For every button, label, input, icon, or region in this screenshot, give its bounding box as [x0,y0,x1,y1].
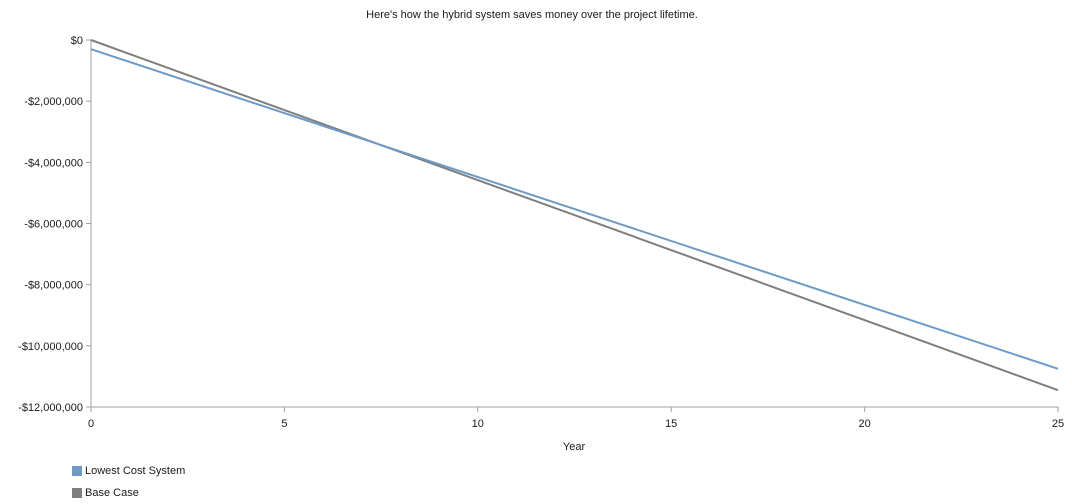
legend-swatch-base-case [72,488,82,498]
series-line-base-case [90,39,1059,392]
legend-item-lowest-cost[interactable]: Lowest Cost System [72,460,185,482]
y-tick-label: $0 [71,35,83,47]
x-tick-label: 10 [472,418,484,430]
series-line-lowest-cost [90,48,1059,370]
x-tick-label: 15 [665,418,677,430]
legend-item-base-case[interactable]: Base Case [72,482,185,504]
y-tick-label: -$8,000,000 [24,280,83,292]
legend-label-base-case: Base Case [85,487,139,499]
axes: $0 -$2,000,000 -$4,000,000 -$6,000,000 -$8,0… [18,35,1064,430]
x-tick-label: 20 [858,418,870,430]
y-tick-label: -$10,000,000 [18,341,83,353]
y-tick-label: -$12,000,000 [18,402,83,414]
legend-swatch-lowest-cost [72,466,82,476]
x-axis-label: Year [563,441,586,453]
series-lines [90,39,1059,392]
y-tick-label: -$6,000,000 [24,219,83,231]
legend-label-lowest-cost: Lowest Cost System [85,465,186,477]
y-tick-label: -$2,000,000 [24,96,83,108]
y-tick-label: -$4,000,000 [24,157,83,169]
legend: Lowest Cost System Base Case [72,460,185,504]
x-tick-label: 5 [281,418,287,430]
x-tick-label: 0 [88,418,94,430]
chart-title: Here's how the hybrid system saves money… [366,9,698,21]
x-tick-label: 25 [1052,418,1064,430]
